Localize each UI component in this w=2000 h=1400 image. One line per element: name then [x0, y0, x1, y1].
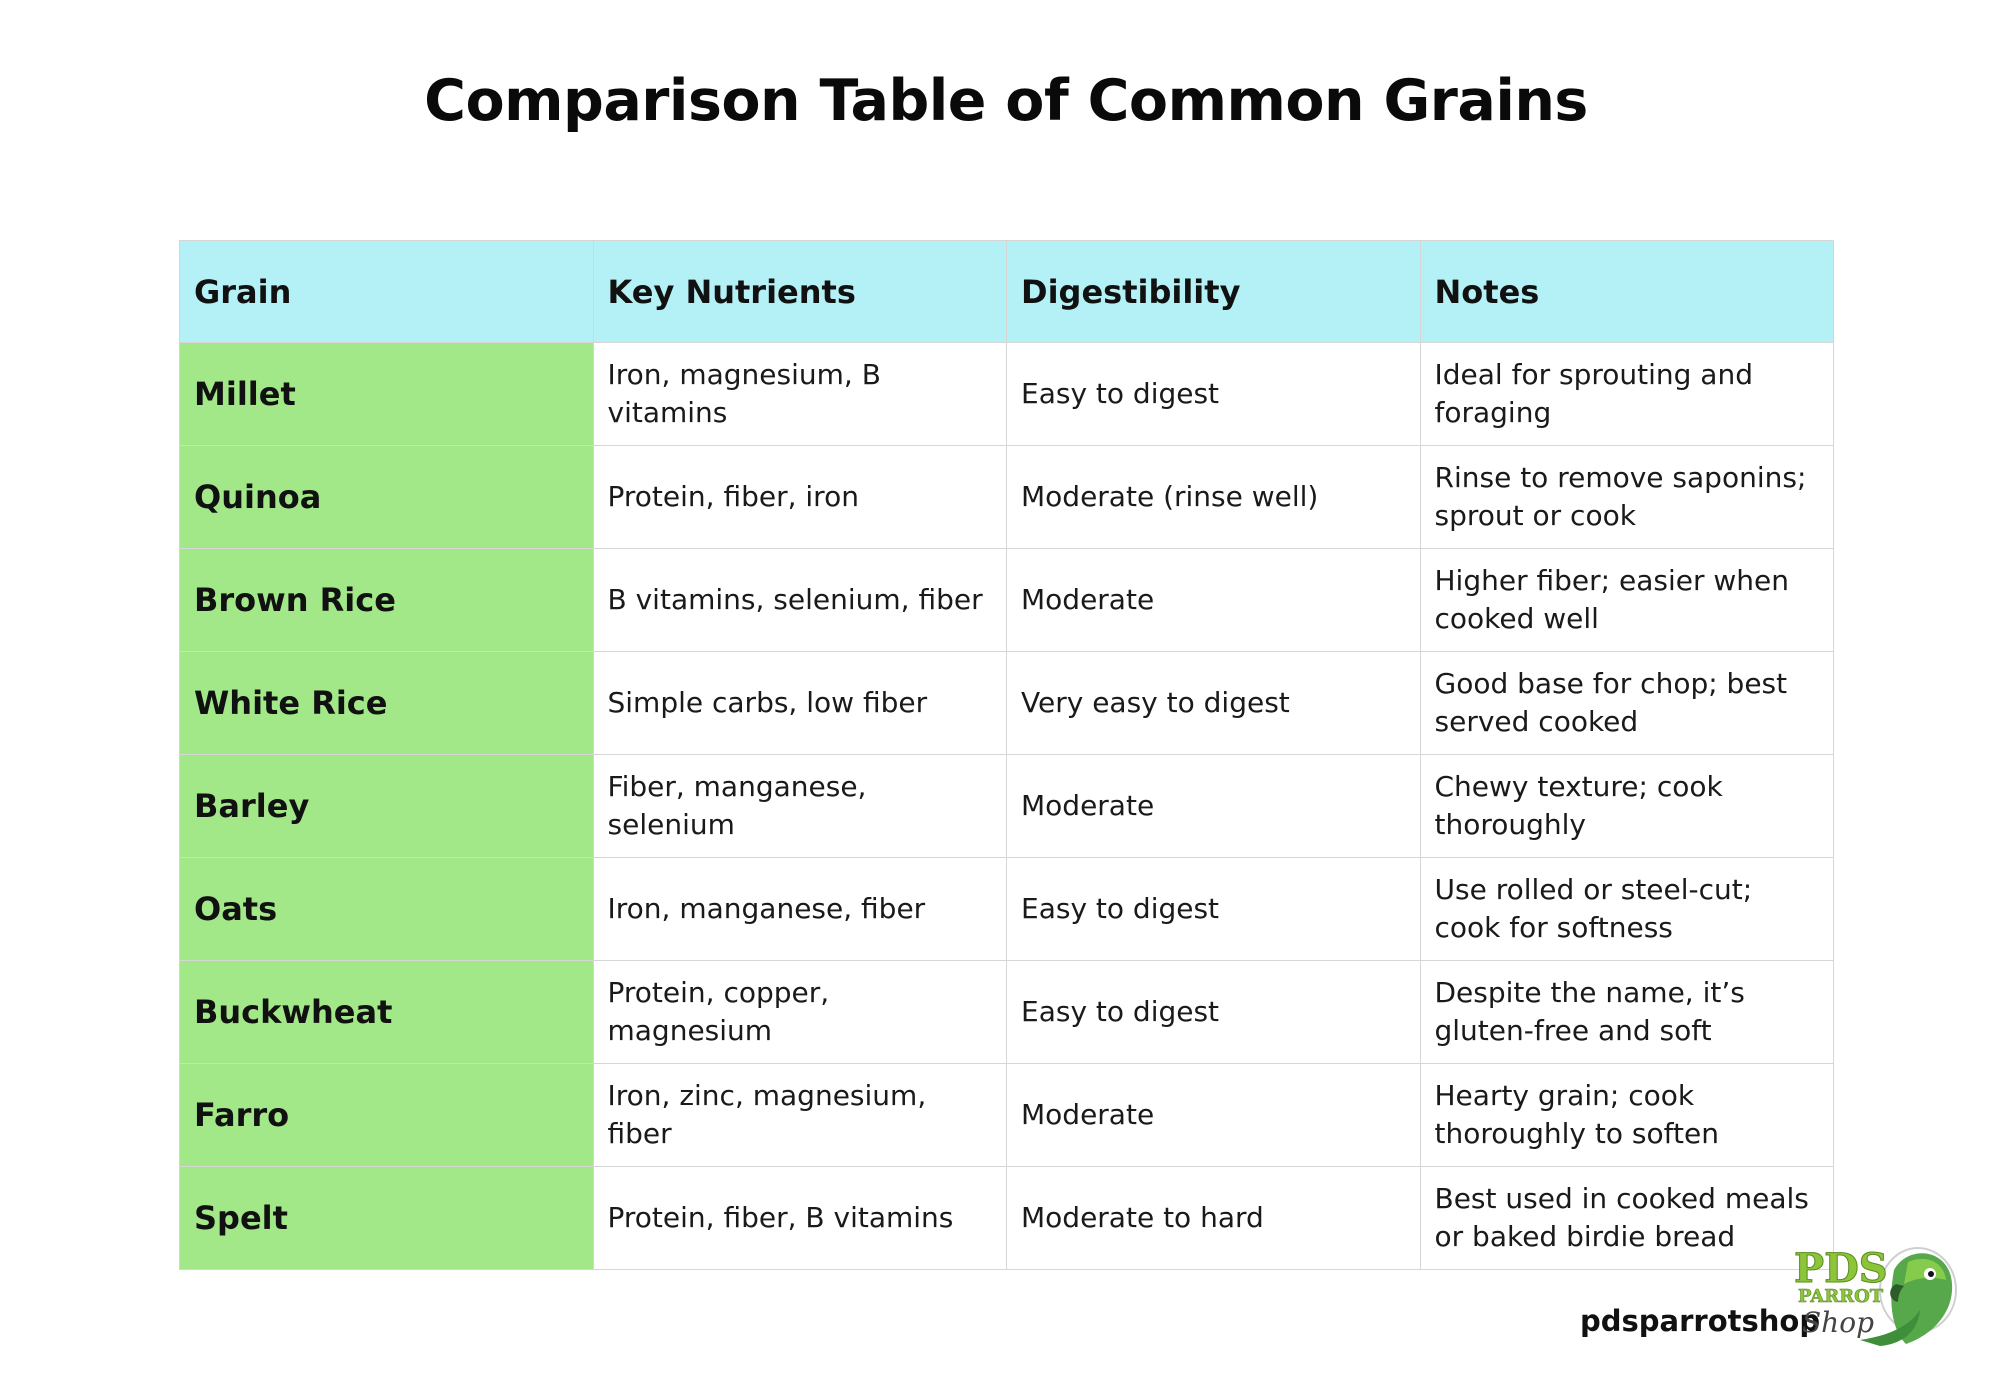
grain-cell: Oats	[179, 857, 594, 961]
digestibility-cell: Easy to digest	[1006, 960, 1421, 1064]
digestibility-cell: Moderate	[1006, 1063, 1421, 1167]
nutrients-cell: Iron, magnesium, B vitamins	[592, 342, 1007, 446]
grain-cell: Millet	[179, 342, 594, 446]
brand-footer: pdsparrotshop PDS PARROT Shop	[1540, 1240, 1960, 1350]
nutrients-cell: Protein, fiber, B vitamins	[592, 1166, 1007, 1270]
table-row: Spelt Protein, fiber, B vitamins Moderat…	[179, 1166, 1834, 1270]
page-title: Comparison Table of Common Grains	[424, 68, 1588, 134]
column-header-grain: Grain	[179, 240, 594, 343]
column-header-notes: Notes	[1419, 240, 1834, 343]
digestibility-cell: Moderate (rinse well)	[1006, 445, 1421, 549]
notes-cell: Hearty grain; cook thoroughly to soften	[1419, 1063, 1834, 1167]
notes-cell: Chewy texture; cook thoroughly	[1419, 754, 1834, 858]
table-header-row: Grain Key Nutrients Digestibility Notes	[179, 240, 1834, 343]
nutrients-cell: Protein, copper, magnesium	[592, 960, 1007, 1064]
column-header-key-nutrients: Key Nutrients	[592, 240, 1007, 343]
notes-cell: Despite the name, it’s gluten-free and s…	[1419, 960, 1834, 1064]
nutrients-cell: Fiber, manganese, selenium	[592, 754, 1007, 858]
grain-cell: Spelt	[179, 1166, 594, 1270]
grain-cell: White Rice	[179, 651, 594, 755]
table-row: Barley Fiber, manganese, selenium Modera…	[179, 754, 1834, 858]
notes-cell: Good base for chop; best served cooked	[1419, 651, 1834, 755]
table-row: Farro Iron, zinc, magnesium, fiber Moder…	[179, 1063, 1834, 1167]
table-row: Millet Iron, magnesium, B vitamins Easy …	[179, 342, 1834, 446]
parrot-logo-icon: PDS PARROT Shop	[1794, 1245, 1957, 1346]
notes-cell: Best used in cooked meals or baked birdi…	[1419, 1166, 1834, 1270]
digestibility-cell: Moderate	[1006, 754, 1421, 858]
svg-text:PARROT: PARROT	[1798, 1286, 1884, 1307]
table-row: Buckwheat Protein, copper, magnesium Eas…	[179, 960, 1834, 1064]
table-row: Oats Iron, manganese, fiber Easy to dige…	[179, 857, 1834, 961]
grain-cell: Barley	[179, 754, 594, 858]
notes-cell: Ideal for sprouting and foraging	[1419, 342, 1834, 446]
nutrients-cell: Protein, fiber, iron	[592, 445, 1007, 549]
svg-text:Shop: Shop	[1802, 1306, 1874, 1339]
digestibility-cell: Moderate	[1006, 548, 1421, 652]
digestibility-cell: Easy to digest	[1006, 342, 1421, 446]
notes-cell: Use rolled or steel-cut; cook for softne…	[1419, 857, 1834, 961]
notes-cell: Rinse to remove saponins; sprout or cook	[1419, 445, 1834, 549]
brand-name: pdsparrotshop	[1580, 1304, 1821, 1338]
grain-cell: Farro	[179, 1063, 594, 1167]
table-row: White Rice Simple carbs, low fiber Very …	[179, 651, 1834, 755]
grain-cell: Quinoa	[179, 445, 594, 549]
grain-comparison-table: Grain Key Nutrients Digestibility Notes …	[179, 240, 1834, 1270]
grain-cell: Buckwheat	[179, 960, 594, 1064]
nutrients-cell: Simple carbs, low fiber	[592, 651, 1007, 755]
grain-cell: Brown Rice	[179, 548, 594, 652]
nutrients-cell: B vitamins, selenium, fiber	[592, 548, 1007, 652]
table-row: Quinoa Protein, fiber, iron Moderate (ri…	[179, 445, 1834, 549]
table-row: Brown Rice B vitamins, selenium, fiber M…	[179, 548, 1834, 652]
digestibility-cell: Very easy to digest	[1006, 651, 1421, 755]
column-header-digestibility: Digestibility	[1006, 240, 1421, 343]
digestibility-cell: Moderate to hard	[1006, 1166, 1421, 1270]
svg-text:PDS: PDS	[1794, 1245, 1888, 1292]
nutrients-cell: Iron, zinc, magnesium, fiber	[592, 1063, 1007, 1167]
notes-cell: Higher fiber; easier when cooked well	[1419, 548, 1834, 652]
digestibility-cell: Easy to digest	[1006, 857, 1421, 961]
nutrients-cell: Iron, manganese, fiber	[592, 857, 1007, 961]
